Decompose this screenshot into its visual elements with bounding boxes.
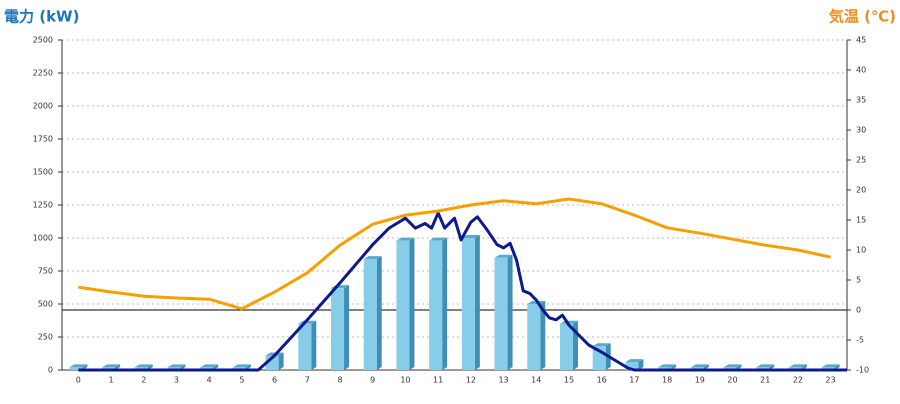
bar bbox=[69, 367, 83, 370]
bar-top bbox=[723, 364, 742, 368]
x-tick-label: 10 bbox=[400, 376, 410, 385]
y-tick-label: 750 bbox=[38, 267, 53, 276]
x-tick-label: 9 bbox=[370, 376, 375, 385]
y2-tick-label: 35 bbox=[856, 96, 866, 105]
bar-top bbox=[134, 364, 153, 368]
x-tick-label: 11 bbox=[433, 376, 443, 385]
y-tick-label: 1500 bbox=[33, 168, 53, 177]
bar-top bbox=[69, 364, 88, 368]
bar bbox=[331, 288, 345, 370]
bar bbox=[298, 323, 312, 370]
bar bbox=[527, 304, 541, 370]
bar-side bbox=[474, 235, 480, 370]
bar-side bbox=[540, 301, 546, 370]
x-tick-label: 19 bbox=[695, 376, 705, 385]
bar-top bbox=[592, 343, 611, 347]
bar-top bbox=[494, 254, 513, 258]
y-tick-label: 1250 bbox=[33, 201, 53, 210]
x-tick-label: 17 bbox=[629, 376, 639, 385]
bar-top bbox=[658, 364, 677, 368]
bar-top bbox=[200, 364, 219, 368]
bar-top bbox=[690, 364, 709, 368]
x-tick-label: 2 bbox=[141, 376, 146, 385]
y2-tick-label: 45 bbox=[856, 36, 866, 45]
temperature-line bbox=[78, 197, 831, 311]
x-tick-label: 18 bbox=[662, 376, 672, 385]
bar bbox=[625, 362, 639, 370]
y-tick-label: 250 bbox=[38, 333, 53, 342]
bar-top bbox=[429, 237, 448, 241]
power-line bbox=[78, 211, 847, 372]
x-tick-label: 5 bbox=[239, 376, 244, 385]
bar bbox=[429, 240, 443, 370]
y-axis-title: 電力 (kW) bbox=[4, 8, 79, 26]
bar-top bbox=[559, 320, 578, 324]
bar-side bbox=[507, 254, 513, 370]
x-tick-label: 4 bbox=[207, 376, 212, 385]
bar-top bbox=[625, 359, 644, 363]
bar-top bbox=[167, 364, 186, 368]
x-tick-label: 13 bbox=[498, 376, 508, 385]
x-tick-label: 12 bbox=[466, 376, 476, 385]
bar-side bbox=[442, 237, 448, 370]
x-tick-label: 23 bbox=[826, 376, 836, 385]
y2-tick-label: -10 bbox=[856, 366, 869, 375]
y2-tick-label: 0 bbox=[856, 306, 861, 315]
y-tick-label: 2500 bbox=[33, 36, 53, 45]
x-tick-label: 21 bbox=[760, 376, 770, 385]
bar-top bbox=[788, 364, 807, 368]
y-tick-label: 1000 bbox=[33, 234, 53, 243]
y2-tick-label: 5 bbox=[856, 276, 861, 285]
x-tick-label: 22 bbox=[793, 376, 803, 385]
x-tick-label: 7 bbox=[305, 376, 310, 385]
bar-top bbox=[102, 364, 121, 368]
bar bbox=[559, 323, 573, 370]
y2-tick-label: 25 bbox=[856, 156, 866, 165]
x-tick-label: 0 bbox=[76, 376, 81, 385]
bar-top bbox=[232, 364, 251, 368]
y-tick-label: 500 bbox=[38, 300, 53, 309]
y2-axis-title: 気温 (℃) bbox=[829, 8, 896, 26]
bar bbox=[396, 240, 410, 370]
x-tick-label: 1 bbox=[109, 376, 114, 385]
y-tick-label: 1750 bbox=[33, 135, 53, 144]
x-tick-label: 3 bbox=[174, 376, 179, 385]
x-tick-label: 6 bbox=[272, 376, 277, 385]
y-tick-label: 2000 bbox=[33, 102, 53, 111]
bar-side bbox=[278, 352, 284, 370]
bar-side bbox=[376, 256, 382, 370]
y-tick-label: 2250 bbox=[33, 69, 53, 78]
bar-top bbox=[756, 364, 775, 368]
bar bbox=[461, 238, 475, 370]
y2-tick-label: -5 bbox=[856, 336, 864, 345]
y2-tick-label: 20 bbox=[856, 186, 866, 195]
bar-side bbox=[344, 285, 350, 370]
bar-top bbox=[396, 237, 415, 241]
x-tick-label: 16 bbox=[597, 376, 607, 385]
y2-tick-label: 40 bbox=[856, 66, 866, 75]
y2-tick-label: 15 bbox=[856, 216, 866, 225]
x-tick-label: 8 bbox=[337, 376, 342, 385]
x-tick-label: 14 bbox=[531, 376, 541, 385]
bar-side bbox=[638, 359, 644, 370]
bar-top bbox=[821, 364, 840, 368]
bar-top bbox=[363, 256, 382, 260]
bar bbox=[363, 259, 377, 370]
x-tick-label: 15 bbox=[564, 376, 574, 385]
y2-tick-label: 10 bbox=[856, 246, 866, 255]
y-tick-label: 0 bbox=[48, 366, 53, 375]
bar-side bbox=[311, 320, 317, 370]
bar-side bbox=[409, 237, 415, 370]
y2-tick-label: 30 bbox=[856, 126, 866, 135]
x-tick-label: 20 bbox=[727, 376, 737, 385]
bar bbox=[494, 257, 508, 370]
bar-top bbox=[461, 235, 480, 238]
